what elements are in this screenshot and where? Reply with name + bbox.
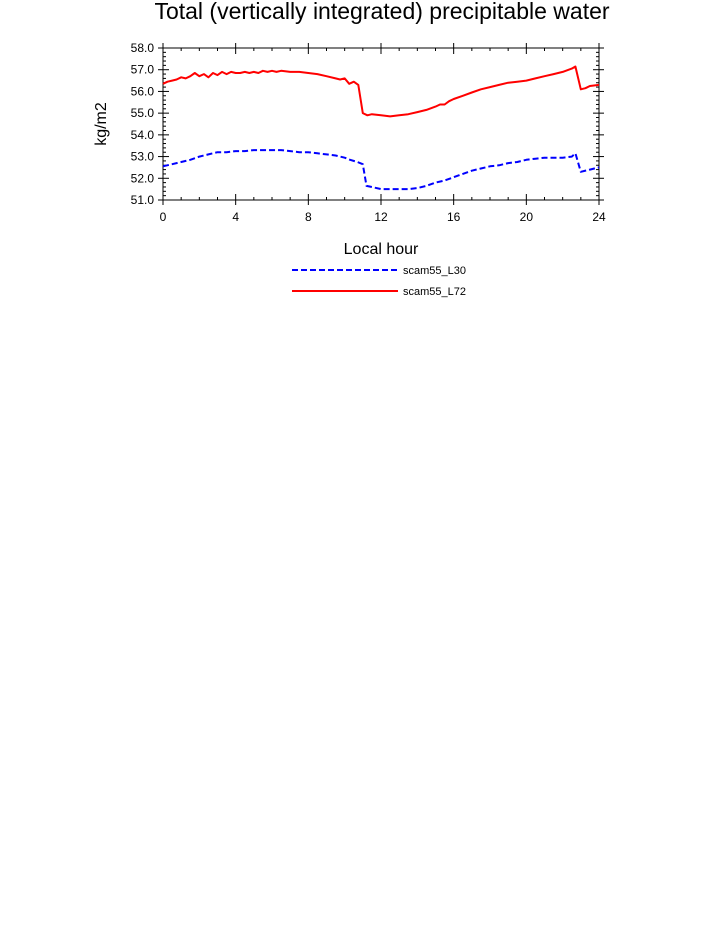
y-tick-label: 55.0 (131, 106, 155, 120)
y-tick-label: 54.0 (131, 128, 155, 142)
y-axis-label: kg/m2 (93, 102, 110, 146)
x-tick-label: 12 (374, 210, 388, 224)
plot-frame (162, 47, 600, 201)
series-line-scam55-l72 (162, 65, 600, 118)
x-tick-label: 4 (232, 210, 239, 224)
tick-labels: 0 4 8 12 16 20 24 51.0 52.0 53.0 54.0 55.0 56.0 57.0 5… (131, 41, 606, 224)
legend-label: scam55_L30 (403, 265, 466, 277)
x-tick-label: 16 (447, 210, 461, 224)
chart-title: Total (vertically integrated) precipitab… (154, 0, 609, 24)
y-tick-label: 56.0 (131, 84, 155, 98)
x-tick-label: 0 (160, 210, 167, 224)
axis-ticks (158, 43, 604, 205)
y-tick-label: 57.0 (131, 63, 155, 77)
y-tick-label: 51.0 (131, 193, 155, 207)
legend-label: scam55_L72 (403, 286, 466, 298)
x-tick-label: 8 (305, 210, 312, 224)
y-tick-label: 58.0 (131, 41, 155, 55)
y-tick-label: 53.0 (131, 150, 155, 164)
series-layer (162, 65, 600, 191)
y-tick-label: 52.0 (131, 171, 155, 185)
legend: scam55_L30 scam55_L72 (292, 265, 466, 298)
x-tick-label: 20 (520, 210, 534, 224)
series-line-scam55-l30 (162, 149, 600, 191)
x-axis-label: Local hour (344, 241, 419, 258)
x-tick-label: 24 (592, 210, 606, 224)
